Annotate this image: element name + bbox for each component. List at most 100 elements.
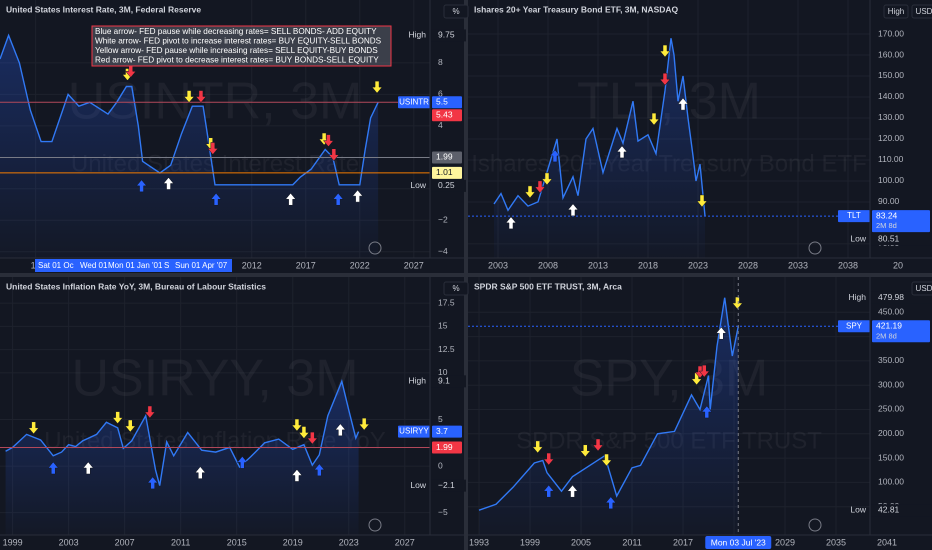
unit-badge <box>883 4 909 19</box>
price-badge <box>432 109 462 122</box>
y-tick-label: −5 <box>438 507 448 517</box>
area <box>0 35 379 258</box>
y-tick-label: 300.00 <box>878 379 904 389</box>
y-tick-label: −4 <box>438 246 448 256</box>
area <box>479 297 739 535</box>
arrow <box>543 484 555 498</box>
series-badge <box>398 96 430 109</box>
price-badge-bg <box>838 504 870 516</box>
divider <box>0 273 932 277</box>
area <box>5 381 359 535</box>
y-tick-label: 200.00 <box>878 428 904 438</box>
series-badge-label: SPY <box>846 321 863 330</box>
arrow <box>505 216 517 230</box>
series-badge-label: TLT <box>847 211 861 220</box>
y-tick-label: 90.00 <box>878 196 900 206</box>
x-tick-label: 2035 <box>826 537 846 547</box>
x-tick-label: 2013 <box>588 260 608 270</box>
arrow <box>701 405 713 419</box>
arrow <box>600 453 613 467</box>
price-badge-countdown: 2M 8d <box>876 221 897 230</box>
price-badge <box>432 441 462 454</box>
x-tick-label: 2017 <box>673 537 693 547</box>
watermark: USIRYY, 3M <box>71 350 358 408</box>
arrow <box>124 419 136 433</box>
series-badge-label: USIRYY <box>399 427 429 436</box>
x-tick-label: 2005 <box>571 537 591 547</box>
arrow <box>543 452 555 466</box>
arrow <box>532 440 544 454</box>
arrow <box>352 189 364 203</box>
price-badge <box>430 179 466 192</box>
x-tick-label: 2015 <box>227 537 247 547</box>
arrow <box>549 149 561 163</box>
price-badge-value: 0.25 <box>438 180 455 190</box>
arrow <box>328 148 340 162</box>
price-badge-value: 9.1 <box>438 376 450 386</box>
price-badge-value: 3.7 <box>436 426 448 436</box>
arrow <box>82 461 94 475</box>
series-badge-label: USINTR <box>399 97 429 106</box>
arrow <box>28 421 40 435</box>
arrow <box>579 444 591 458</box>
price-badge <box>432 425 462 438</box>
arrow <box>534 180 546 194</box>
price-badge-value: 5.5 <box>436 97 448 107</box>
x-tick-label: 2003 <box>488 260 508 270</box>
time-label: Sun 01 Apr '07 <box>175 261 228 270</box>
panel: USIRYY, 3M United States Inflation Rate Y… <box>0 277 469 547</box>
y-tick-label: 6 <box>438 89 443 99</box>
price-badge-label: High <box>409 376 427 386</box>
line <box>478 297 739 511</box>
price-badge-bg <box>838 292 870 304</box>
arrow <box>306 431 318 445</box>
x-tick-label: 2017 <box>296 260 316 270</box>
series-badge <box>838 320 870 333</box>
unit-badge-label: % <box>452 7 459 16</box>
note-line: Red arrow- FED pivot to decrease interes… <box>95 56 379 65</box>
arrow <box>541 172 553 186</box>
price-badge-value: 1.99 <box>436 152 453 162</box>
x-tick-label: 1999 <box>520 537 540 547</box>
y-tick-label: 150.00 <box>878 452 904 462</box>
arrow <box>659 44 671 58</box>
arrow <box>291 418 303 432</box>
price-badge-value: 80.51 <box>878 233 900 243</box>
price-badge-countdown: 2M 8d <box>876 331 897 340</box>
chart-title: SPDR S&P 500 ETF TRUST, 3M, Arca <box>474 281 622 291</box>
y-tick-label: 0 <box>438 460 443 470</box>
unit-badge <box>911 281 932 296</box>
y-tick-label: 250.00 <box>878 404 904 414</box>
y-tick-label: 8 <box>438 57 443 67</box>
time-label: Sat 01 Oc <box>38 261 74 270</box>
note-line: White arrow- FED pivot to increase inter… <box>95 37 382 46</box>
arrow <box>195 90 207 103</box>
arrow <box>291 469 303 482</box>
note-line: Blue arrow- FED pause while decreasing r… <box>95 27 377 36</box>
y-tick-label: 350.00 <box>878 355 904 365</box>
price-badge <box>430 479 466 492</box>
line <box>5 379 360 486</box>
unit-badge <box>443 4 469 19</box>
arrow <box>731 296 743 310</box>
x-tick-label: 1993 <box>469 537 489 547</box>
crosshair-label: Mon 03 Jul '23 <box>711 537 766 547</box>
x-tick-label: 2008 <box>538 260 558 270</box>
arrow <box>144 405 156 419</box>
arrow <box>147 476 159 490</box>
price-badge-value: 1.99 <box>436 442 453 452</box>
price-badge-value: 83.24 <box>876 210 898 220</box>
arrow <box>47 461 59 475</box>
price-badge-bg <box>398 29 430 41</box>
y-tick-label: 150.00 <box>878 70 904 80</box>
arrow <box>696 194 708 208</box>
time-label: S <box>164 261 169 270</box>
price-badge-label: Low <box>410 180 426 190</box>
price-badge <box>870 233 932 246</box>
arrow <box>677 97 689 111</box>
y-tick-label: 130.00 <box>878 112 904 122</box>
